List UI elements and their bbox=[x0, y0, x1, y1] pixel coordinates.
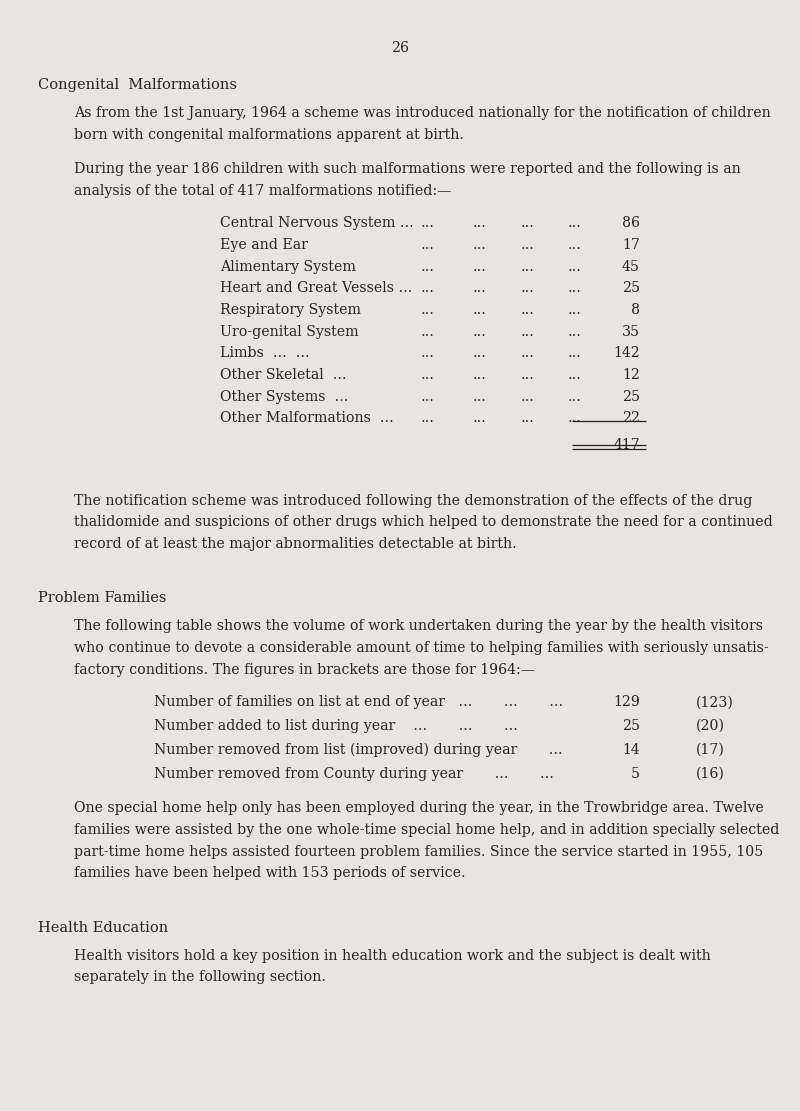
Text: factory conditions. The figures in brackets are those for 1964:—: factory conditions. The figures in brack… bbox=[74, 662, 534, 677]
Text: ...: ... bbox=[473, 368, 487, 382]
Text: The following table shows the volume of work undertaken during the year by the h: The following table shows the volume of … bbox=[74, 619, 762, 633]
Text: Problem Families: Problem Families bbox=[38, 591, 167, 605]
Text: (17): (17) bbox=[696, 743, 725, 757]
Text: 25: 25 bbox=[622, 719, 640, 733]
Text: ...: ... bbox=[421, 260, 435, 273]
Text: Alimentary System: Alimentary System bbox=[220, 260, 356, 273]
Text: ...: ... bbox=[521, 238, 535, 252]
Text: ...: ... bbox=[567, 411, 582, 426]
Text: During the year 186 children with such malformations were reported and the follo: During the year 186 children with such m… bbox=[74, 162, 740, 177]
Text: Other Malformations  ...: Other Malformations ... bbox=[220, 411, 394, 426]
Text: Eye and Ear: Eye and Ear bbox=[220, 238, 308, 252]
Text: ...: ... bbox=[473, 347, 487, 360]
Text: 25: 25 bbox=[622, 390, 640, 403]
Text: (123): (123) bbox=[696, 695, 734, 709]
Text: ...: ... bbox=[473, 281, 487, 296]
Text: ...: ... bbox=[567, 347, 582, 360]
Text: 12: 12 bbox=[622, 368, 640, 382]
Text: As from the 1st January, 1964 a scheme was introduced nationally for the notific: As from the 1st January, 1964 a scheme w… bbox=[74, 106, 770, 120]
Text: Number removed from County during year       ...       ...: Number removed from County during year .… bbox=[154, 767, 554, 781]
Text: ...: ... bbox=[567, 324, 582, 339]
Text: thalidomide and suspicions of other drugs which helped to demonstrate the need f: thalidomide and suspicions of other drug… bbox=[74, 516, 772, 530]
Text: (16): (16) bbox=[696, 767, 725, 781]
Text: ...: ... bbox=[567, 390, 582, 403]
Text: ...: ... bbox=[567, 238, 582, 252]
Text: born with congenital malformations apparent at birth.: born with congenital malformations appar… bbox=[74, 128, 464, 141]
Text: ...: ... bbox=[421, 411, 435, 426]
Text: 45: 45 bbox=[622, 260, 640, 273]
Text: part-time home helps assisted fourteen problem families. Since the service start: part-time home helps assisted fourteen p… bbox=[74, 844, 763, 859]
Text: ...: ... bbox=[521, 260, 535, 273]
Text: ...: ... bbox=[473, 217, 487, 230]
Text: 129: 129 bbox=[613, 695, 640, 709]
Text: ...: ... bbox=[473, 303, 487, 317]
Text: ...: ... bbox=[521, 324, 535, 339]
Text: One special home help only has been employed during the year, in the Trowbridge : One special home help only has been empl… bbox=[74, 801, 763, 815]
Text: Other Systems  ...: Other Systems ... bbox=[220, 390, 348, 403]
Text: 17: 17 bbox=[622, 238, 640, 252]
Text: ...: ... bbox=[521, 303, 535, 317]
Text: ...: ... bbox=[567, 217, 582, 230]
Text: 8: 8 bbox=[631, 303, 640, 317]
Text: Limbs  ...  ...: Limbs ... ... bbox=[220, 347, 310, 360]
Text: 14: 14 bbox=[622, 743, 640, 757]
Text: Number added to list during year    ...       ...       ...: Number added to list during year ... ...… bbox=[154, 719, 518, 733]
Text: Uro-genital System: Uro-genital System bbox=[220, 324, 358, 339]
Text: ...: ... bbox=[421, 324, 435, 339]
Text: ...: ... bbox=[473, 238, 487, 252]
Text: separately in the following section.: separately in the following section. bbox=[74, 970, 326, 984]
Text: ...: ... bbox=[421, 347, 435, 360]
Text: Health Education: Health Education bbox=[38, 921, 169, 934]
Text: ...: ... bbox=[521, 281, 535, 296]
Text: The notification scheme was introduced following the demonstration of the effect: The notification scheme was introduced f… bbox=[74, 493, 752, 508]
Text: ...: ... bbox=[567, 303, 582, 317]
Text: ...: ... bbox=[421, 217, 435, 230]
Text: Congenital  Malformations: Congenital Malformations bbox=[38, 78, 238, 92]
Text: ...: ... bbox=[521, 347, 535, 360]
Text: ...: ... bbox=[521, 411, 535, 426]
Text: Heart and Great Vessels ...: Heart and Great Vessels ... bbox=[220, 281, 412, 296]
Text: 417: 417 bbox=[614, 439, 640, 452]
Text: Other Skeletal  ...: Other Skeletal ... bbox=[220, 368, 346, 382]
Text: Respiratory System: Respiratory System bbox=[220, 303, 361, 317]
Text: ...: ... bbox=[567, 260, 582, 273]
Text: ...: ... bbox=[473, 411, 487, 426]
Text: analysis of the total of 417 malformations notified:—: analysis of the total of 417 malformatio… bbox=[74, 184, 451, 198]
Text: ...: ... bbox=[521, 390, 535, 403]
Text: (20): (20) bbox=[696, 719, 725, 733]
Text: 22: 22 bbox=[622, 411, 640, 426]
Text: Number removed from list (improved) during year       ...: Number removed from list (improved) duri… bbox=[154, 743, 562, 758]
Text: ...: ... bbox=[473, 390, 487, 403]
Text: ...: ... bbox=[421, 303, 435, 317]
Text: ...: ... bbox=[567, 368, 582, 382]
Text: 25: 25 bbox=[622, 281, 640, 296]
Text: families have been helped with 153 periods of service.: families have been helped with 153 perio… bbox=[74, 867, 466, 880]
Text: ...: ... bbox=[521, 368, 535, 382]
Text: ...: ... bbox=[473, 260, 487, 273]
Text: 5: 5 bbox=[631, 767, 640, 781]
Text: Central Nervous System ...: Central Nervous System ... bbox=[220, 217, 414, 230]
Text: ...: ... bbox=[421, 368, 435, 382]
Text: ...: ... bbox=[521, 217, 535, 230]
Text: Number of families on list at end of year   ...       ...       ...: Number of families on list at end of yea… bbox=[154, 695, 562, 709]
Text: 86: 86 bbox=[622, 217, 640, 230]
Text: record of at least the major abnormalities detectable at birth.: record of at least the major abnormaliti… bbox=[74, 537, 516, 551]
Text: ...: ... bbox=[421, 238, 435, 252]
Text: 35: 35 bbox=[622, 324, 640, 339]
Text: who continue to devote a considerable amount of time to helping families with se: who continue to devote a considerable am… bbox=[74, 641, 768, 655]
Text: ...: ... bbox=[421, 281, 435, 296]
Text: families were assisted by the one whole-time special home help, and in addition : families were assisted by the one whole-… bbox=[74, 823, 779, 837]
Text: ...: ... bbox=[421, 390, 435, 403]
Text: Health visitors hold a key position in health education work and the subject is : Health visitors hold a key position in h… bbox=[74, 949, 710, 963]
Text: ...: ... bbox=[473, 324, 487, 339]
Text: 142: 142 bbox=[614, 347, 640, 360]
Text: 26: 26 bbox=[391, 41, 409, 56]
Text: ...: ... bbox=[567, 281, 582, 296]
